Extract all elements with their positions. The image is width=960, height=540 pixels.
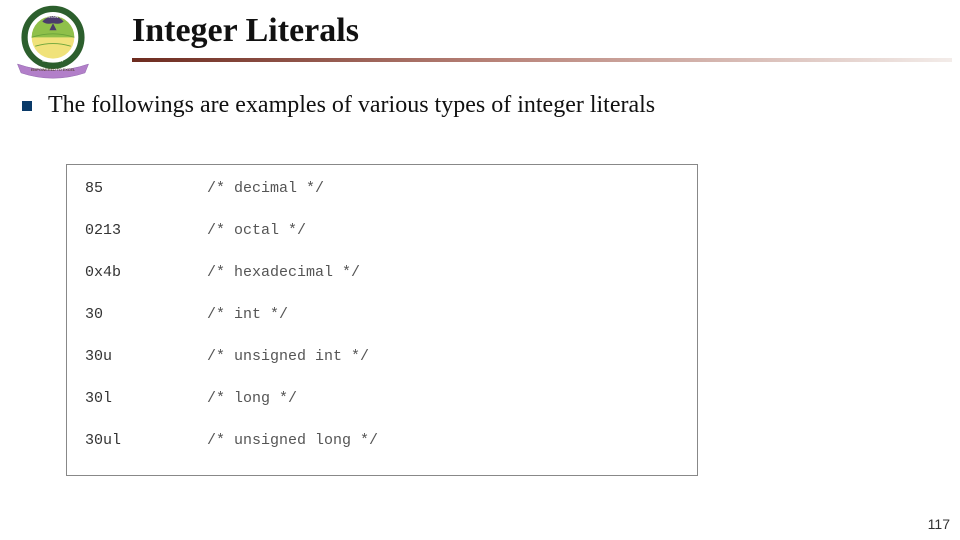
bullet-text: The followings are examples of various t… <box>48 92 655 118</box>
code-comment: /* long */ <box>207 390 297 407</box>
code-value: 30 <box>85 305 207 325</box>
code-value: 30u <box>85 347 207 367</box>
code-line: 30/* int */ <box>85 305 679 347</box>
code-line: 30l/* long */ <box>85 389 679 431</box>
svg-text:MOUNTAIN TOP: MOUNTAIN TOP <box>40 15 67 19</box>
code-comment: /* unsigned long */ <box>207 432 378 449</box>
bullet-row: The followings are examples of various t… <box>22 92 655 119</box>
code-line: 30ul/* unsigned long */ <box>85 431 679 473</box>
university-logo: MOUNTAIN TOP UNIVERSITY EMPOWERED TO EXC… <box>8 0 98 80</box>
code-comment: /* decimal */ <box>207 180 324 197</box>
slide: MOUNTAIN TOP UNIVERSITY EMPOWERED TO EXC… <box>0 0 960 540</box>
code-comment: /* octal */ <box>207 222 306 239</box>
page-number: 117 <box>928 516 950 532</box>
code-comment: /* unsigned int */ <box>207 348 369 365</box>
bullet-marker <box>22 101 32 111</box>
code-comment: /* hexadecimal */ <box>207 264 360 281</box>
title-underline <box>132 58 952 62</box>
code-value: 0213 <box>85 221 207 241</box>
code-line: 85/* decimal */ <box>85 179 679 221</box>
logo-banner-text: EMPOWERED TO EXCEL <box>31 68 75 72</box>
code-value: 30ul <box>85 431 207 451</box>
slide-title: Integer Literals <box>132 12 359 50</box>
code-value: 85 <box>85 179 207 199</box>
code-line: 30u/* unsigned int */ <box>85 347 679 389</box>
code-line: 0213/* octal */ <box>85 221 679 263</box>
code-examples-box: 85/* decimal */ 0213/* octal */ 0x4b/* h… <box>66 164 698 476</box>
code-value: 0x4b <box>85 263 207 283</box>
code-comment: /* int */ <box>207 306 288 323</box>
code-value: 30l <box>85 389 207 409</box>
code-line: 0x4b/* hexadecimal */ <box>85 263 679 305</box>
svg-text:UNIVERSITY: UNIVERSITY <box>42 59 64 63</box>
